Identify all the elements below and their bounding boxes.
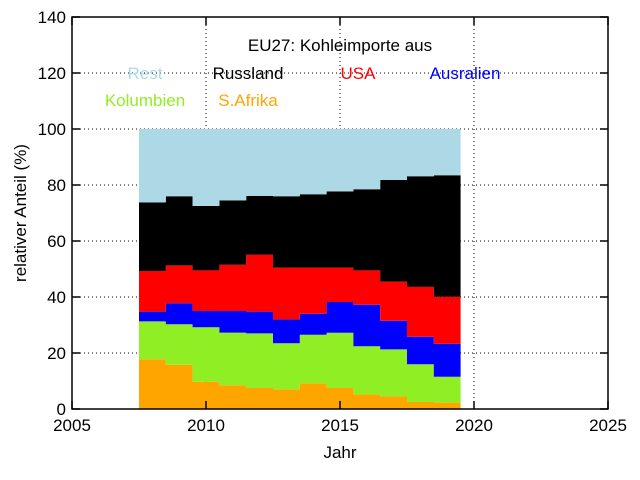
legend-item-russland: Russland	[213, 64, 284, 83]
x-tick-label: 2015	[321, 416, 359, 435]
y-axis-label: relativer Anteil (%)	[11, 144, 30, 282]
x-tick-label: 2025	[589, 416, 627, 435]
x-tick-label: 2020	[455, 416, 493, 435]
y-tick-label: 100	[38, 120, 66, 139]
legend-item-s-afrika: S.Afrika	[218, 91, 278, 110]
legend-item-ausralien: Ausralien	[430, 64, 501, 83]
stacked-areas	[139, 129, 461, 409]
y-tick-label: 140	[38, 8, 66, 27]
legend-item-rest: Rest	[128, 64, 163, 83]
legend-item-kolumbien: Kolumbien	[105, 91, 185, 110]
y-tick-label: 60	[47, 232, 66, 251]
axis-ticks: 0 20 40 60 80 100 120 140 2005 2010 2015 2020 2025	[38, 8, 627, 435]
area-rest	[139, 129, 461, 206]
y-tick-label: 40	[47, 288, 66, 307]
area-kolumbien	[139, 321, 461, 403]
legend: Rest Russland USA Ausralien Kolumbien S.Afrik…	[105, 64, 501, 110]
x-tick-label: 2005	[53, 416, 91, 435]
y-tick-label: 20	[47, 344, 66, 363]
y-tick-label: 0	[57, 400, 66, 419]
legend-item-usa: USA	[341, 64, 377, 83]
y-tick-label: 120	[38, 64, 66, 83]
y-tick-label: 80	[47, 176, 66, 195]
x-tick-label: 2010	[187, 416, 225, 435]
chart-title: EU27: Kohleimporte aus	[248, 36, 432, 55]
x-axis-label: Jahr	[323, 443, 356, 462]
